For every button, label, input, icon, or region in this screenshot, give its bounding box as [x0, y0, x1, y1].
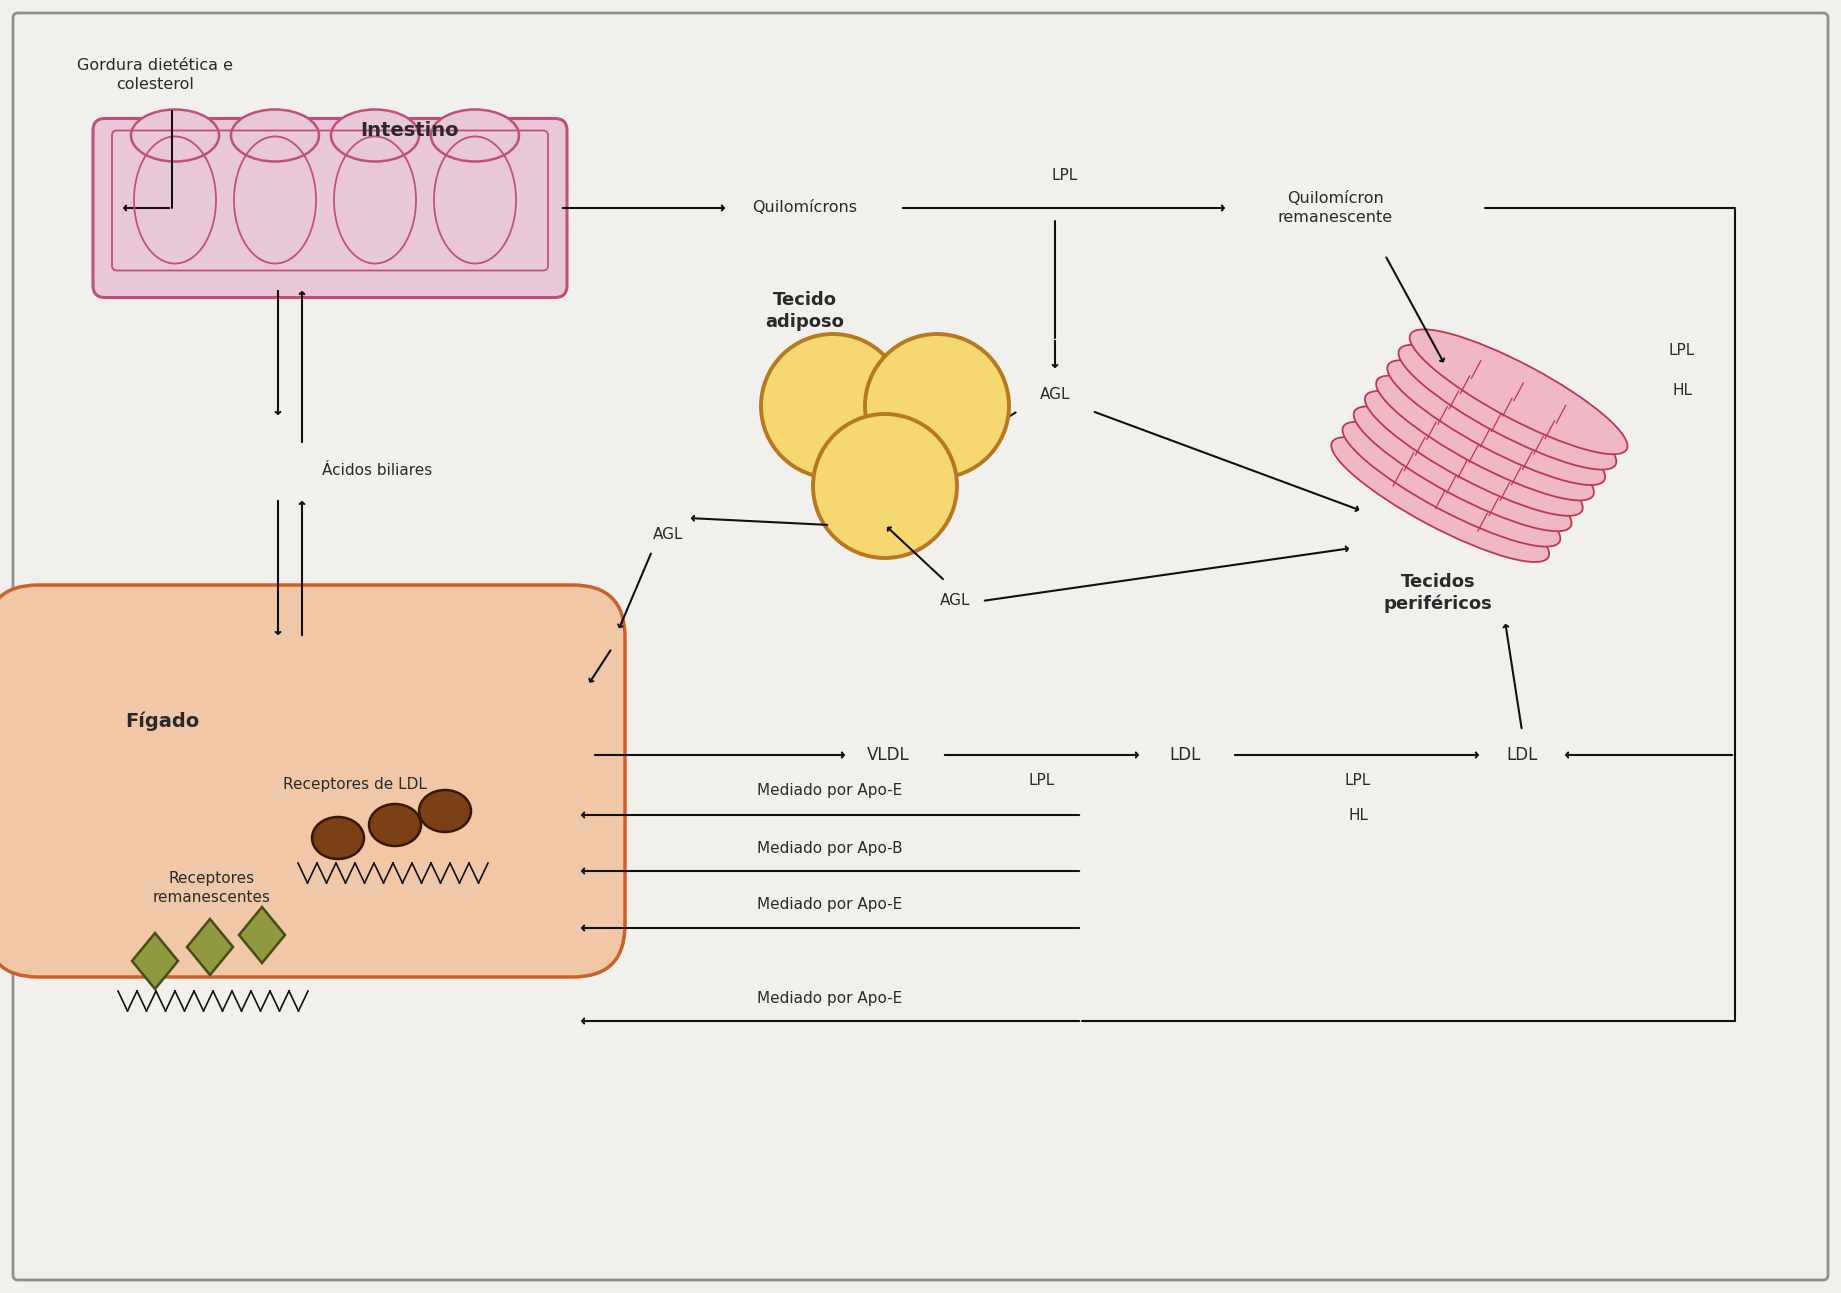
FancyBboxPatch shape: [13, 13, 1828, 1280]
Circle shape: [814, 414, 957, 559]
Text: HL: HL: [1348, 808, 1368, 822]
Ellipse shape: [420, 790, 471, 831]
Text: Mediado por Apo-E: Mediado por Apo-E: [757, 784, 902, 799]
Ellipse shape: [1342, 422, 1561, 547]
Ellipse shape: [1364, 390, 1583, 516]
Ellipse shape: [331, 110, 420, 162]
Text: LPL: LPL: [1346, 773, 1372, 789]
Text: VLDL: VLDL: [867, 746, 909, 764]
Text: Mediado por Apo-B: Mediado por Apo-B: [757, 840, 902, 856]
Ellipse shape: [1353, 406, 1572, 531]
Ellipse shape: [368, 804, 422, 846]
Text: Tecido
adiposo: Tecido adiposo: [766, 291, 845, 331]
Text: Receptores
remanescentes: Receptores remanescentes: [153, 871, 271, 905]
Text: Quilomícron
remanescente: Quilomícron remanescente: [1278, 191, 1392, 225]
Ellipse shape: [1410, 330, 1627, 454]
Text: Tecidos
periféricos: Tecidos periféricos: [1384, 573, 1493, 613]
FancyBboxPatch shape: [94, 119, 567, 297]
Text: AGL: AGL: [939, 593, 970, 609]
Text: LPL: LPL: [1670, 344, 1696, 358]
Ellipse shape: [1375, 375, 1594, 500]
Text: Quilomícrons: Quilomícrons: [753, 200, 858, 216]
Ellipse shape: [311, 817, 365, 859]
Ellipse shape: [230, 110, 318, 162]
Text: Mediado por Apo-E: Mediado por Apo-E: [757, 897, 902, 913]
Ellipse shape: [131, 110, 219, 162]
Text: Gordura dietética e
colesterol: Gordura dietética e colesterol: [77, 58, 234, 92]
Text: LDL: LDL: [1506, 746, 1537, 764]
Ellipse shape: [1399, 345, 1616, 469]
Polygon shape: [133, 934, 179, 989]
Text: Ácidos biliares: Ácidos biliares: [322, 463, 433, 478]
Ellipse shape: [1388, 361, 1605, 485]
Text: Mediado por Apo-E: Mediado por Apo-E: [757, 990, 902, 1006]
Text: Fígado: Fígado: [125, 711, 199, 731]
Polygon shape: [188, 919, 234, 975]
Text: HL: HL: [1672, 384, 1692, 398]
FancyBboxPatch shape: [0, 584, 624, 978]
Text: LPL: LPL: [1051, 168, 1079, 182]
Text: Intestino: Intestino: [361, 122, 458, 141]
Text: LDL: LDL: [1169, 746, 1200, 764]
Text: AGL: AGL: [1040, 388, 1070, 402]
Circle shape: [760, 334, 906, 478]
Ellipse shape: [431, 110, 519, 162]
Text: LPL: LPL: [1029, 773, 1055, 789]
Ellipse shape: [1331, 437, 1548, 562]
Text: Receptores de LDL: Receptores de LDL: [284, 777, 427, 793]
Text: AGL: AGL: [654, 528, 683, 543]
Circle shape: [865, 334, 1009, 478]
Polygon shape: [239, 906, 285, 963]
